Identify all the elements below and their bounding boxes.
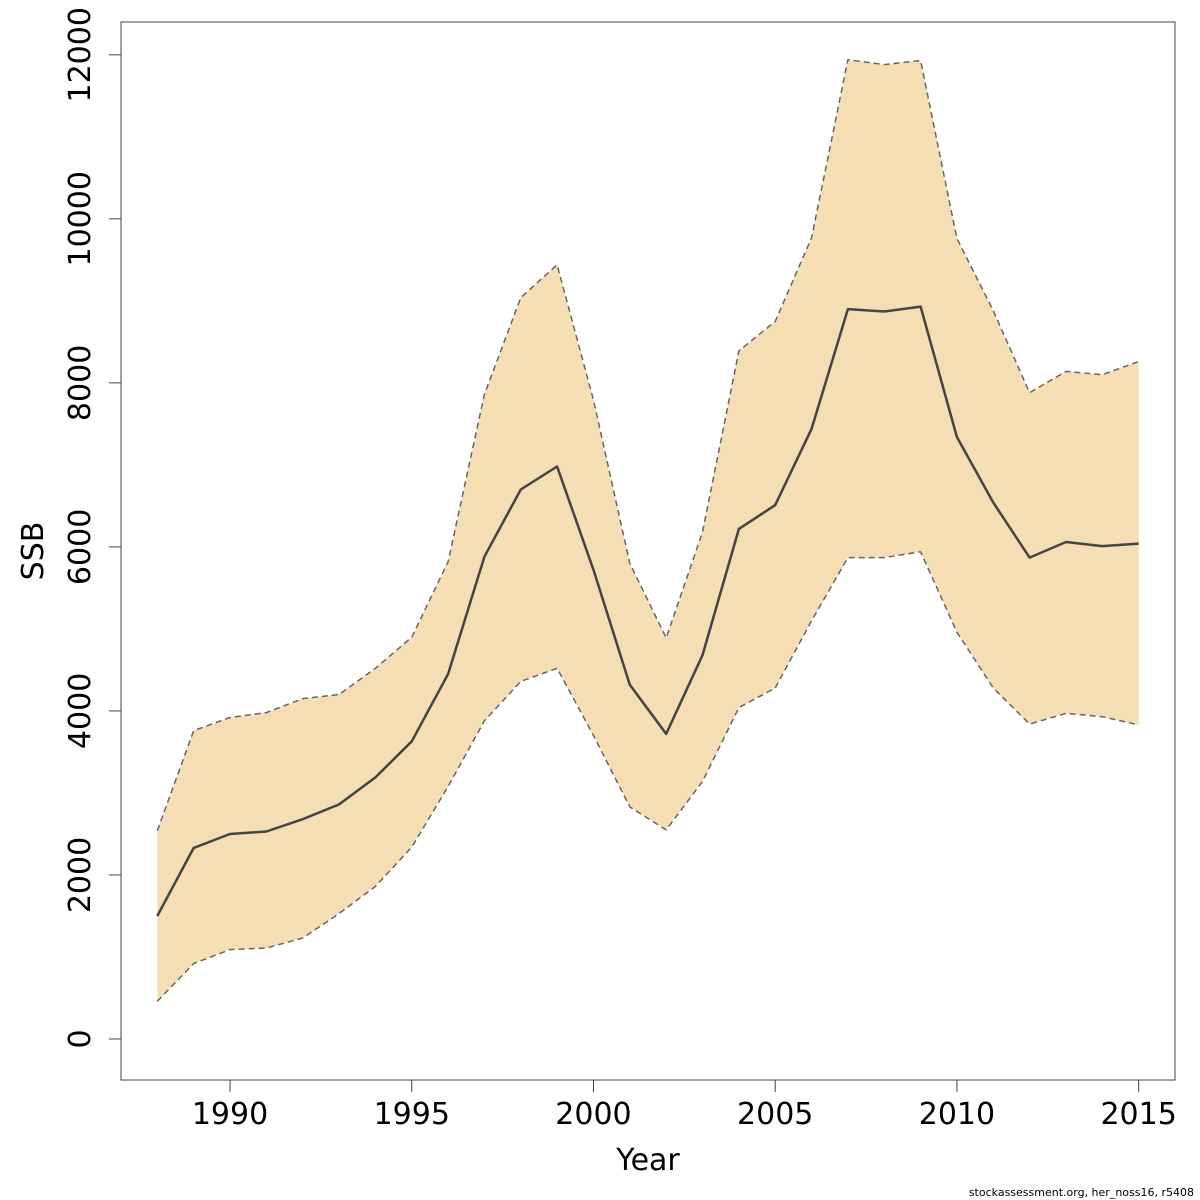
y-tick-label: 10000 (63, 171, 98, 266)
series-line-lower (156, 550, 1139, 1002)
plot-frame (120, 21, 1176, 1081)
y-tick-label: 6000 (63, 509, 98, 585)
confidence-band-layer (157, 59, 1139, 1002)
x-axis-title: Year (615, 1143, 680, 1178)
y-tick-label: 0 (63, 1029, 98, 1048)
footnote: stockassessment.org, her_noss16, r5408 (969, 1186, 1194, 1199)
x-tick-label: 2000 (555, 1097, 631, 1132)
y-axis-title: SSB (16, 522, 51, 581)
y-tick-label: 4000 (63, 673, 98, 749)
y-tick-label: 8000 (63, 345, 98, 421)
x-tick-label: 2010 (919, 1097, 995, 1132)
confidence-band (157, 59, 1139, 1002)
series-lines-layer (156, 58, 1139, 1002)
series-line-estimate (156, 305, 1139, 917)
x-axis: 1990 1995 2000 2005 2010 2015 (192, 1080, 1177, 1132)
y-tick-label: 12000 (63, 7, 98, 102)
x-tick-label: 1995 (374, 1097, 450, 1132)
y-tick-label: 2000 (63, 837, 98, 913)
x-tick-label: 2005 (737, 1097, 813, 1132)
x-tick-label: 1990 (192, 1097, 268, 1132)
y-axis: 0 2000 4000 6000 8000 10000 12000 (63, 7, 121, 1049)
x-tick-label: 2015 (1100, 1097, 1176, 1132)
